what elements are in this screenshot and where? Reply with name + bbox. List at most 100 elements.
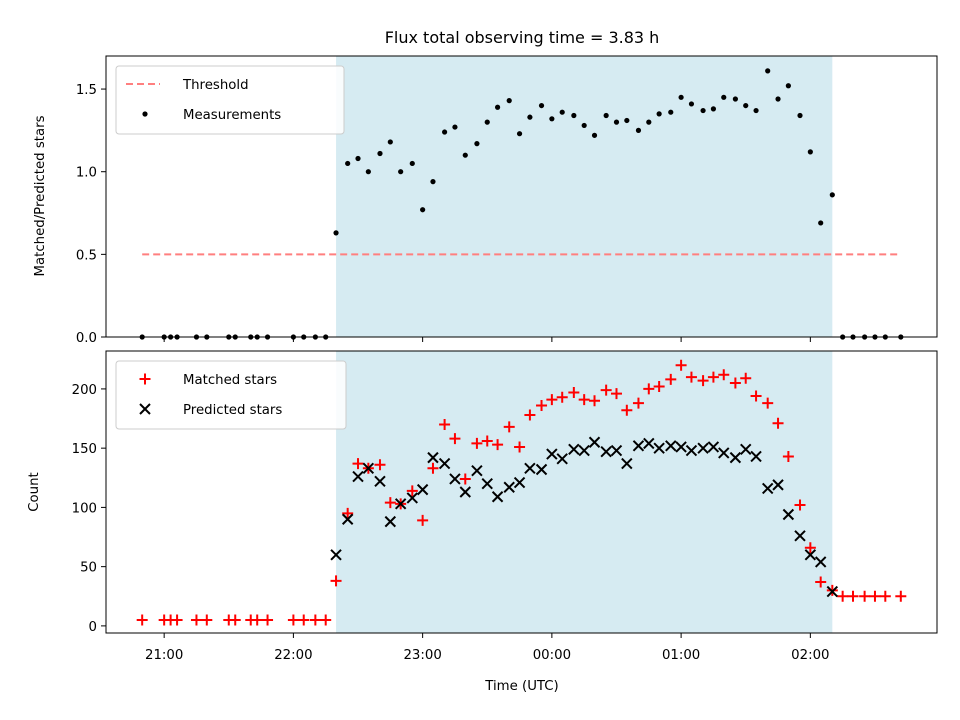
data-point [578, 444, 590, 457]
data-point [377, 150, 383, 157]
legend-box [115, 360, 347, 430]
y-tick-label: 0.0 [76, 331, 97, 346]
data-point [721, 94, 727, 100]
data-point [697, 442, 709, 454]
data-point [807, 149, 813, 155]
data-point [333, 230, 339, 236]
data-point [365, 169, 371, 175]
legend-label: Threshold [182, 78, 249, 93]
data-point [320, 614, 332, 626]
data-point [549, 116, 555, 122]
data-point [610, 444, 623, 457]
data-point [589, 395, 601, 407]
data-point [685, 371, 697, 383]
data-point [427, 451, 439, 464]
axes-frame [105, 350, 938, 634]
data-point [826, 585, 839, 598]
data-point [474, 141, 480, 147]
data-point [190, 614, 202, 626]
data-point [772, 417, 784, 429]
data-point [341, 513, 354, 525]
data-point [438, 457, 451, 470]
data-point [632, 397, 644, 409]
data-point [635, 127, 642, 133]
data-point [685, 444, 698, 457]
data-point [643, 437, 655, 450]
data-point [762, 397, 774, 409]
data-point [765, 68, 771, 74]
data-point [355, 155, 361, 162]
data-point [513, 476, 526, 489]
data-point [815, 576, 827, 588]
data-point [668, 109, 674, 115]
data-point [794, 530, 806, 542]
data-point [794, 499, 806, 511]
data-point [818, 220, 824, 226]
data-point [471, 464, 483, 477]
data-point [406, 492, 419, 504]
data-point [591, 132, 598, 138]
data-point [750, 390, 762, 402]
data-point [514, 441, 526, 453]
data-point [869, 590, 881, 602]
data-point [462, 152, 468, 158]
data-point [632, 440, 645, 452]
data-point [775, 96, 781, 102]
y-tick-label: 150 [72, 442, 97, 457]
data-point [430, 179, 436, 185]
x-tick-label: 22:00 [274, 648, 312, 663]
y-tick-label: 100 [72, 501, 97, 516]
data-point [420, 207, 426, 213]
data-point [710, 106, 717, 112]
data-point [624, 117, 630, 124]
data-point [374, 475, 386, 488]
data-point [588, 436, 601, 448]
data-point [785, 83, 791, 89]
observing-window-span [336, 351, 833, 633]
data-point [251, 614, 263, 626]
data-point [750, 450, 762, 463]
series-matched-stars [136, 359, 907, 626]
legend-marker [142, 111, 148, 117]
legend: Matched stars Predicted stars [115, 360, 347, 430]
data-point [439, 418, 451, 430]
data-point [847, 590, 859, 602]
data-point [427, 462, 439, 474]
data-point [613, 119, 620, 125]
data-point [229, 614, 241, 626]
data-point [309, 614, 321, 626]
data-point [459, 486, 471, 498]
legend-box [115, 65, 345, 135]
y-tick-label: 1.0 [76, 166, 97, 181]
data-point [688, 101, 695, 107]
data-point [471, 437, 483, 449]
data-point [556, 453, 568, 465]
data-point [535, 463, 548, 476]
data-point [384, 497, 396, 509]
data-point [362, 462, 375, 475]
data-point [536, 400, 548, 412]
data-point [352, 470, 364, 483]
observing-window-span [336, 56, 833, 337]
data-point [732, 96, 738, 102]
chart-title: Flux total observing time = 3.83 h [385, 28, 660, 47]
data-point [600, 384, 612, 396]
data-point [610, 388, 622, 400]
data-point [516, 131, 523, 137]
data-point [546, 448, 558, 460]
x-axis-label: Time (UTC) [484, 679, 559, 694]
data-point [753, 107, 759, 114]
data-point [417, 514, 429, 526]
data-point [804, 542, 816, 554]
x-tick-label: 00:00 [533, 648, 571, 663]
data-point [398, 169, 404, 175]
data-point [491, 491, 504, 503]
data-point [416, 483, 429, 496]
data-point [330, 549, 342, 561]
data-point [568, 443, 580, 456]
data-point [459, 473, 471, 485]
data-point [665, 440, 677, 452]
data-point [700, 107, 706, 114]
data-point [538, 102, 545, 109]
